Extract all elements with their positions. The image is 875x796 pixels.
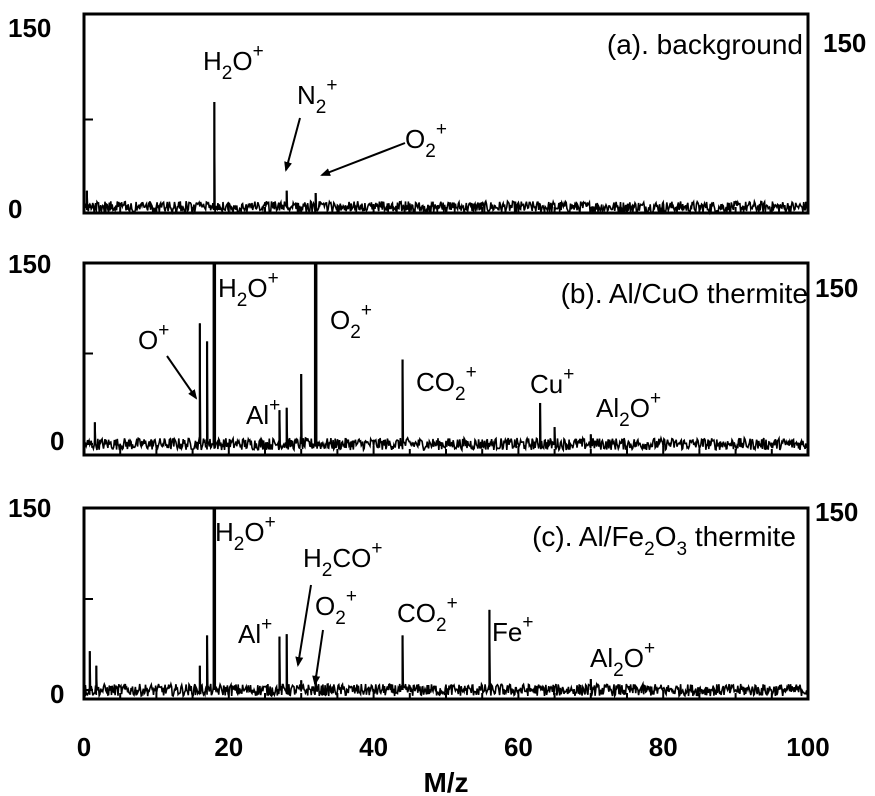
annotation-arrow (320, 142, 406, 176)
peak-annotation: CO2+ (416, 362, 477, 405)
peak-annotation: H2O+ (218, 268, 279, 311)
right-y-tick-label: 150 (815, 497, 858, 527)
peak-annotation: Al2O+ (590, 638, 655, 681)
x-tick-label: 60 (504, 732, 533, 762)
peak-annotation: O+ (138, 320, 169, 355)
peak-annotation: O2+ (315, 586, 357, 629)
x-tick-label: 100 (786, 732, 829, 762)
peak-annotation: Al+ (246, 395, 280, 430)
panel-title: (b). Al/CuO thermite (561, 278, 808, 309)
x-tick-label: 20 (214, 732, 243, 762)
peak-annotation: N2+ (297, 75, 337, 118)
y-tick-label: 150 (8, 249, 51, 279)
annotation-arrow (166, 355, 198, 400)
panel-a: 150 0 150 (a). background H2O+ N2+ O2+ (8, 12, 866, 224)
x-tick-label: 40 (359, 732, 388, 762)
right-y-tick-label: 150 (823, 28, 866, 58)
spectrum-line (83, 507, 809, 699)
y-tick-label: 0 (50, 426, 64, 456)
annotation-arrow (312, 629, 324, 686)
peak-annotation: H2O+ (203, 41, 264, 84)
peak-annotation: Fe+ (492, 612, 533, 647)
peak-annotation: H2CO+ (303, 538, 382, 581)
spectrum-line (83, 101, 809, 216)
right-y-tick-label: 150 (815, 273, 858, 303)
x-tick-label: 0 (77, 732, 91, 762)
panel-title: (c). Al/Fe2O3 thermite (532, 521, 796, 560)
panel-c: 150 0 150 (c). Al/Fe2O3 thermite H2O+ H2CO+ O2… (8, 493, 858, 762)
y-tick-label: 0 (50, 679, 64, 709)
annotation-arrow (295, 584, 312, 667)
y-tick-label: 150 (8, 13, 51, 43)
peak-annotation: CO2+ (397, 593, 458, 636)
peak-annotation: Al+ (238, 614, 272, 649)
peak-annotation: Al2O+ (596, 388, 661, 431)
peak-annotation: O2+ (405, 119, 447, 162)
x-tick-label: 80 (649, 732, 678, 762)
panel-title: (a). background (607, 29, 803, 60)
spectrum-line (83, 262, 809, 453)
peak-annotation: Cu+ (530, 364, 574, 399)
peak-annotation: H2O+ (215, 512, 276, 555)
y-tick-label: 150 (8, 493, 51, 523)
x-axis-label: M/z (423, 767, 468, 796)
annotation-arrow (284, 117, 301, 172)
y-tick-label: 0 (8, 194, 22, 224)
peak-annotation: O2+ (330, 300, 372, 343)
